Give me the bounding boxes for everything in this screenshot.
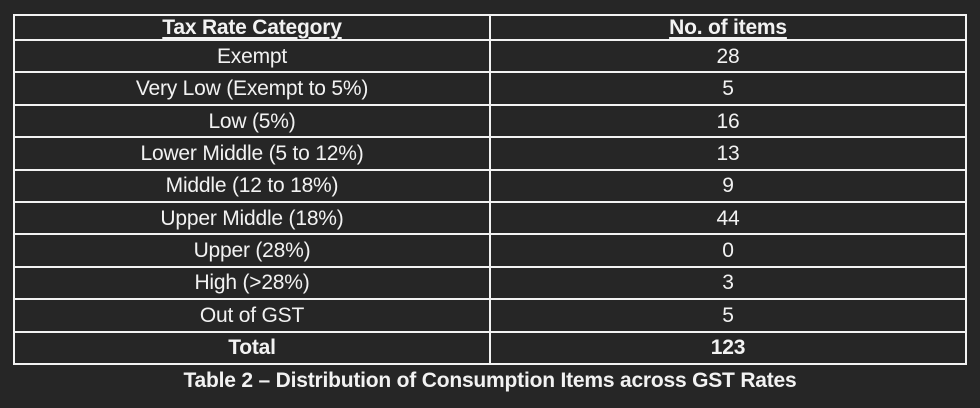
count-cell: 16 [489, 103, 967, 139]
table-row: Lower Middle (5 to 12%) 13 [13, 136, 967, 171]
count-cell: 5 [489, 71, 967, 106]
table-row: Upper (28%) 0 [13, 233, 967, 268]
table-row: Middle (12 to 18%) 9 [13, 168, 967, 204]
category-cell: Lower Middle (5 to 12%) [13, 136, 491, 171]
count-cell: 9 [489, 168, 967, 204]
table-header-row: Tax Rate Category No. of items [13, 13, 967, 42]
count-cell: 44 [489, 201, 967, 236]
gst-rates-table: Tax Rate Category No. of items Exempt 28… [13, 13, 967, 366]
category-cell: Exempt [13, 39, 491, 74]
column-header-count: No. of items [489, 13, 967, 42]
category-cell: Out of GST [13, 298, 491, 333]
table-caption: Table 2 – Distribution of Consumption It… [183, 369, 797, 392]
total-label-cell: Total [13, 330, 491, 366]
category-cell: Upper (28%) [13, 233, 491, 268]
table-total-row: Total 123 [13, 330, 967, 366]
category-cell: Upper Middle (18%) [13, 201, 491, 236]
count-cell: 13 [489, 136, 967, 171]
count-cell: 28 [489, 39, 967, 74]
table-row: Upper Middle (18%) 44 [13, 201, 967, 236]
table-row: High (>28%) 3 [13, 265, 967, 301]
category-cell: Middle (12 to 18%) [13, 168, 491, 204]
column-header-category: Tax Rate Category [13, 13, 491, 42]
table-row: Out of GST 5 [13, 298, 967, 333]
count-cell: 5 [489, 298, 967, 333]
category-cell: Very Low (Exempt to 5%) [13, 71, 491, 106]
table-row: Very Low (Exempt to 5%) 5 [13, 71, 967, 106]
count-cell: 3 [489, 265, 967, 301]
total-count-cell: 123 [489, 330, 967, 366]
count-cell: 0 [489, 233, 967, 268]
category-cell: Low (5%) [13, 103, 491, 139]
category-cell: High (>28%) [13, 265, 491, 301]
table-row: Exempt 28 [13, 39, 967, 74]
table-row: Low (5%) 16 [13, 103, 967, 139]
